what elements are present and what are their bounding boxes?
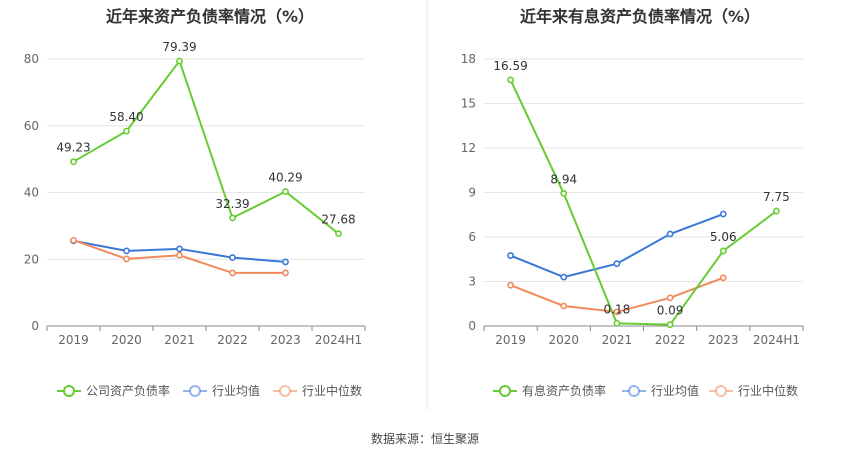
data-label: 58.40	[109, 110, 143, 124]
data-point	[507, 281, 514, 289]
data-source: 数据来源：恒生聚源	[371, 431, 479, 446]
data-point	[176, 245, 183, 253]
legend-marker	[715, 385, 727, 397]
data-point	[507, 76, 514, 84]
data-point	[229, 214, 236, 222]
data-point	[123, 255, 130, 263]
y-tick-label: 20	[24, 252, 39, 266]
data-point	[613, 319, 621, 327]
data-label: 27.68	[321, 213, 355, 227]
data-point	[335, 230, 342, 238]
interest-bearing-debt-ratio-chart: 近年来有息资产负债率情况（%） 0 3 6 9 12 15 18 2019 2020 2021 202…	[461, 7, 804, 398]
data-point	[229, 269, 236, 277]
data-point	[666, 294, 674, 302]
data-label: 8.94	[550, 172, 577, 186]
x-tick-label: 2020	[111, 333, 142, 347]
data-point	[70, 236, 77, 244]
data-point	[560, 189, 568, 197]
data-point	[70, 158, 77, 166]
data-point	[176, 57, 183, 65]
data-point	[123, 247, 130, 255]
legend-label: 有息资产负债率	[522, 383, 606, 398]
data-point	[719, 274, 727, 282]
legend-label: 行业中位数	[738, 383, 798, 398]
data-point	[282, 258, 289, 266]
x-tick-label: 2020	[548, 333, 579, 347]
x-tick-label: 2021	[602, 333, 633, 347]
series-line	[510, 213, 724, 279]
data-point	[613, 308, 621, 316]
data-point	[282, 269, 289, 277]
y-tick-label: 12	[461, 141, 476, 155]
chart-title: 近年来资产负债率情况（%）	[106, 7, 314, 26]
x-tick-label: 2023	[708, 333, 739, 347]
legend-marker	[628, 385, 640, 397]
legend-marker	[63, 385, 75, 397]
data-point	[719, 210, 727, 218]
x-tick-label: 2023	[270, 333, 301, 347]
data-point	[229, 254, 236, 261]
x-tick-label: 2021	[164, 333, 195, 347]
data-label: 5.06	[710, 230, 737, 244]
x-tick-label: 2022	[655, 333, 686, 347]
legend-label: 公司资产负债率	[86, 383, 170, 398]
legend-label: 行业均值	[651, 383, 699, 398]
data-point	[666, 230, 674, 238]
x-tick-label: 2019	[58, 333, 89, 347]
data-point	[613, 260, 621, 268]
series-line	[509, 79, 778, 326]
y-tick-label: 40	[24, 186, 39, 200]
y-tick-label: 6	[468, 230, 476, 244]
data-label: 79.39	[162, 40, 196, 54]
legend-marker	[279, 385, 291, 397]
y-tick-label: 3	[468, 275, 476, 289]
data-label: 32.39	[215, 197, 249, 211]
data-label: 0.09	[657, 304, 684, 318]
legend-marker	[499, 385, 511, 397]
data-point	[282, 188, 289, 195]
debt-ratio-chart: 近年来资产负债率情况（%） 0 20 40 60 80 2019 2020 2021 2022 20…	[24, 7, 366, 398]
legend-label: 行业中位数	[302, 383, 362, 398]
data-point	[176, 251, 183, 259]
y-tick-label: 60	[24, 119, 39, 133]
data-point	[560, 273, 568, 281]
y-tick-label: 0	[31, 319, 39, 333]
x-tick-label: 2022	[217, 333, 248, 347]
x-tick-label: 2024H1	[315, 333, 362, 347]
x-tick-label: 2024H1	[753, 333, 800, 347]
y-tick-label: 18	[461, 52, 476, 66]
y-tick-label: 9	[468, 186, 476, 200]
data-label: 40.29	[268, 171, 302, 185]
y-tick-label: 0	[468, 319, 476, 333]
data-point	[123, 127, 130, 135]
y-tick-label: 80	[24, 52, 39, 66]
legend-marker	[189, 385, 201, 397]
legend-label: 行业均值	[212, 383, 260, 398]
data-point	[560, 302, 568, 310]
series-line	[72, 58, 340, 235]
x-tick-label: 2019	[495, 333, 526, 347]
data-point	[507, 252, 514, 259]
data-point	[666, 321, 674, 329]
chart-title: 近年来有息资产负债率情况（%）	[520, 7, 760, 26]
data-point	[719, 247, 727, 255]
data-label: 49.23	[56, 141, 90, 155]
y-tick-label: 15	[461, 97, 476, 111]
data-label: 0.18	[604, 302, 631, 316]
data-label: 16.59	[493, 59, 527, 73]
data-label: 7.75	[763, 190, 790, 204]
data-point	[773, 207, 780, 215]
